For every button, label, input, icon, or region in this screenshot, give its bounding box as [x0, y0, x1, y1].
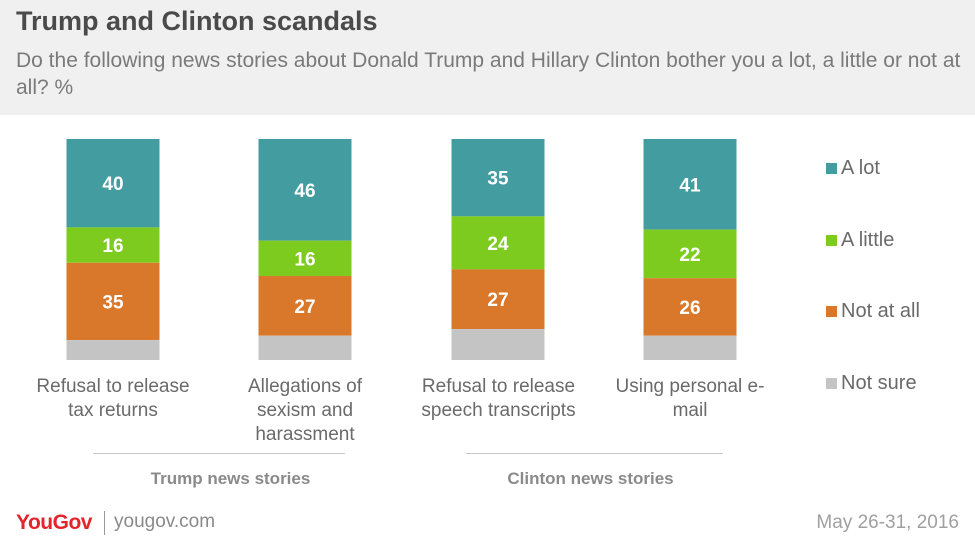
bar-segment-not-sure: [451, 329, 545, 360]
bar-segment-a-little: [66, 227, 160, 263]
bar-segment-not-at-all: [643, 278, 737, 336]
group-label-clinton: Clinton news stories: [507, 469, 674, 488]
bar-segment-not-at-all: [66, 262, 160, 341]
data-label: 41: [679, 175, 701, 196]
legend-swatch: [826, 162, 837, 174]
group-divider-clinton: [466, 453, 723, 454]
bar-segment-a-little: [451, 216, 545, 270]
bar-segment-a-little: [258, 240, 352, 277]
legend-item-not-sure: Not sure: [826, 371, 917, 394]
data-label: 35: [102, 292, 124, 313]
bar-segment-not-sure: [258, 335, 352, 360]
legend-item-a-little: A little: [826, 228, 895, 251]
legend-label: Not at all: [841, 299, 920, 322]
data-label: 27: [294, 297, 315, 318]
bar-segment-a-lot: [451, 139, 545, 217]
bar-segment-a-lot: [66, 139, 160, 228]
data-label: 35: [487, 169, 509, 190]
legend-swatch: [826, 305, 837, 317]
bar-segment-a-little: [643, 229, 737, 279]
legend-swatch: [826, 234, 837, 246]
category-label: Using personal e-mail: [615, 376, 765, 421]
bar-segment-a-lot: [643, 139, 737, 230]
category-label: Allegations of sexism and harassment: [247, 376, 363, 445]
bar-segment-a-lot: [258, 139, 352, 241]
chart-subtitle: Do the following news stories about Dona…: [16, 49, 961, 99]
data-label: 40: [102, 174, 123, 195]
bar-segment-not-at-all: [451, 269, 545, 330]
data-label: 22: [679, 245, 700, 266]
data-label: 27: [487, 290, 508, 311]
chart-title: Trump and Clinton scandals: [16, 6, 378, 36]
legend-item-not-at-all: Not at all: [826, 299, 920, 322]
group-label-trump: Trump news stories: [150, 469, 311, 488]
legend-swatch: [826, 377, 837, 389]
group-divider-trump: [93, 453, 345, 454]
footer-date: May 26-31, 2016: [816, 512, 959, 533]
legend-label: Not sure: [841, 371, 917, 394]
footer-site: yougov.com: [114, 511, 216, 532]
category-label: Refusal to release tax returns: [36, 376, 190, 421]
data-label: 16: [294, 249, 315, 270]
data-label: 26: [679, 298, 700, 319]
category-label: Refusal to release speech transcripts: [421, 376, 576, 421]
legend-item-a-lot: A lot: [826, 156, 880, 179]
bar-segment-not-at-all: [258, 276, 352, 336]
footer-divider: [104, 511, 105, 535]
data-label: 46: [294, 181, 315, 202]
yougov-logo: YouGov: [16, 511, 92, 534]
header-band: [0, 0, 975, 115]
data-label: 24: [487, 234, 509, 255]
legend-label: A lot: [841, 156, 880, 179]
bar-segment-not-sure: [643, 335, 737, 360]
legend-label: A little: [841, 228, 895, 251]
bar-segment-not-sure: [66, 340, 160, 360]
data-label: 16: [102, 236, 123, 257]
